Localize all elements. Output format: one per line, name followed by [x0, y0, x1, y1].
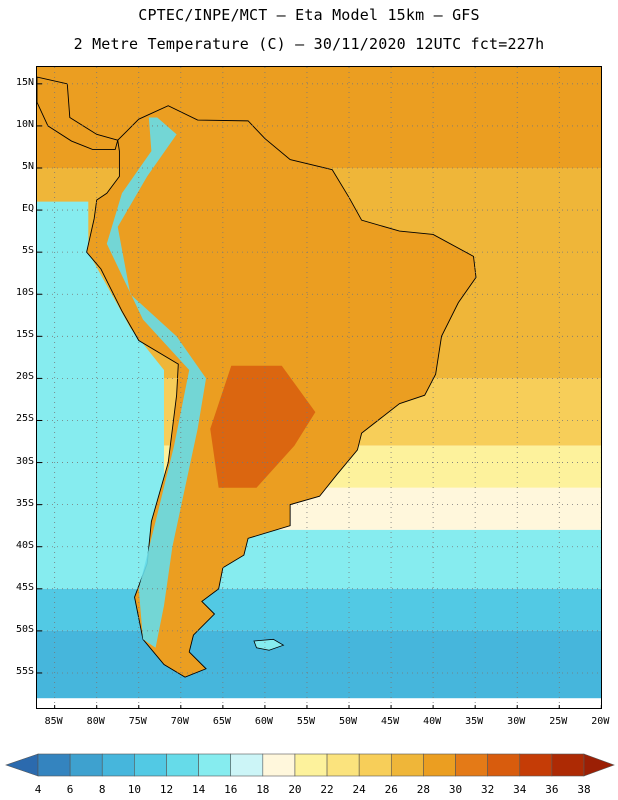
colorbar-arrow-high [583, 753, 615, 777]
colorbar-arrow-low [5, 753, 39, 777]
colorbar-label: 36 [545, 783, 559, 796]
ocean-band-6 [37, 588, 601, 631]
colorbar-swatch [519, 753, 553, 777]
colorbar-swatch [134, 753, 167, 777]
colorbar-label: 32 [481, 783, 495, 796]
pacific-cool-zone [37, 201, 164, 589]
colorbar-label: 28 [416, 783, 431, 796]
lon-label: 20W [591, 716, 610, 727]
falkland-islands [253, 638, 285, 651]
lon-label: 85W [44, 716, 63, 727]
map-title-line-1: CPTEC/INPE/MCT – Eta Model 15km – GFS [138, 6, 480, 24]
lat-label: 30S [15, 455, 34, 467]
lat-label: 55S [15, 665, 34, 677]
temperature-map[interactable] [36, 66, 602, 709]
colorbar-label: 16 [224, 783, 238, 796]
colorbar-label: 18 [256, 783, 270, 796]
map-title-line-2: 2 Metre Temperature (C) – 30/11/2020 12U… [73, 35, 545, 53]
colorbar-swatch [262, 753, 296, 777]
lat-label: 5N [21, 160, 34, 172]
colorbar-swatch [69, 753, 103, 777]
lon-label: 80W [86, 716, 105, 727]
color-scale-bar [5, 753, 615, 777]
colorbar-label: 38 [577, 783, 591, 796]
colorbar-swatch [166, 753, 199, 777]
lon-label: 45W [381, 716, 400, 727]
colorbar-label: 20 [288, 783, 302, 796]
colorbar-label: 8 [98, 783, 106, 796]
colorbar-swatch [390, 753, 424, 777]
lat-label: 35S [15, 497, 34, 509]
lon-label: 65W [212, 716, 231, 727]
colorbar-label: 22 [320, 783, 334, 796]
colorbar-swatch [358, 753, 392, 777]
chaco-hot-zone [210, 365, 316, 488]
ocean-band-7 [37, 630, 601, 699]
colorbar-label: 14 [191, 783, 206, 796]
lon-label: 75W [128, 716, 147, 727]
map-canvas [37, 67, 601, 708]
lat-label: 15N [15, 76, 34, 88]
graticule [37, 67, 601, 708]
colorbar-label: 10 [127, 783, 141, 796]
lat-label: 5S [21, 245, 34, 257]
lat-label: 15S [15, 329, 34, 341]
land-temperature-layer [37, 76, 477, 678]
lat-label: EQ [21, 203, 34, 215]
lon-label: 40W [423, 716, 442, 727]
colorbar-swatch [37, 753, 71, 777]
colorbar-label: 34 [513, 783, 527, 796]
central-america [37, 76, 119, 150]
andes-cool-strip [106, 117, 207, 648]
colorbar-swatch [423, 753, 456, 777]
colorbar-swatch [455, 753, 488, 777]
lon-label: 55W [296, 716, 315, 727]
colorbar-swatch [198, 753, 232, 777]
colorbar-swatch [230, 753, 264, 777]
lon-label: 60W [254, 716, 273, 727]
colorbar-label: 4 [34, 783, 42, 796]
lon-label: 30W [507, 716, 526, 727]
colorbar-swatch [101, 753, 135, 777]
lat-label: 10N [15, 118, 34, 130]
colorbar-swatch [294, 753, 328, 777]
colorbar-swatch [551, 753, 585, 777]
lon-label: 25W [549, 716, 568, 727]
colorbar-label: 12 [159, 783, 174, 796]
lat-label: 25S [15, 413, 34, 425]
lat-label: 40S [15, 539, 34, 551]
lat-label: 10S [15, 287, 34, 299]
colorbar-label: 30 [448, 783, 463, 796]
colorbar-label: 26 [384, 783, 398, 796]
colorbar-label: 6 [66, 783, 74, 796]
lon-label: 70W [170, 716, 189, 727]
lat-label: 45S [15, 581, 34, 593]
lat-label: 50S [15, 623, 34, 635]
lon-label: 35W [465, 716, 484, 727]
colorbar-swatch [326, 753, 360, 777]
lat-label: 20S [15, 371, 34, 383]
colorbar-swatch [487, 753, 521, 777]
lon-label: 50W [338, 716, 358, 727]
colorbar-label: 24 [352, 783, 366, 796]
